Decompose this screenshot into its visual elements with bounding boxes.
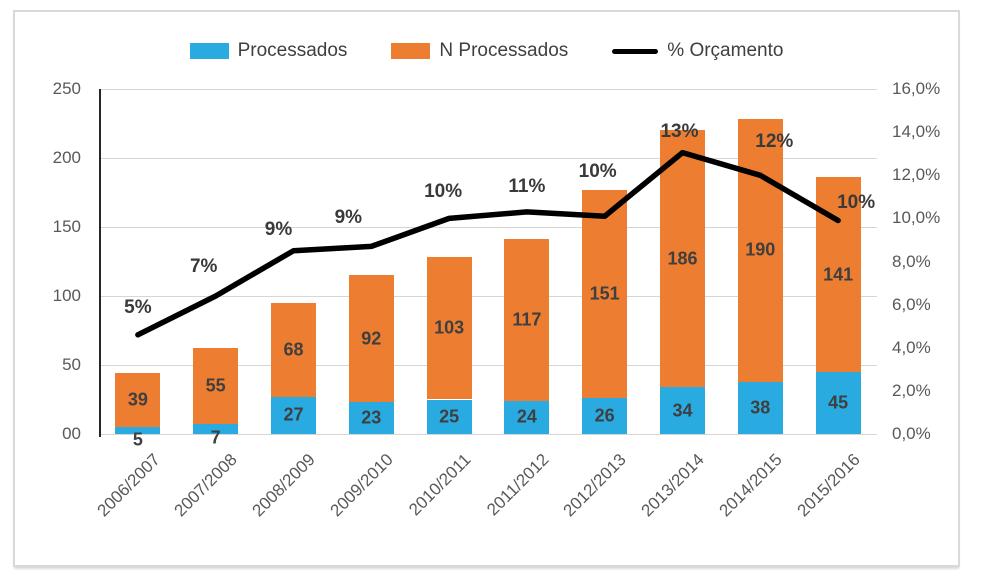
- left-axis-tick-label: 00: [62, 424, 81, 443]
- bar-label-processados: 38: [750, 397, 771, 418]
- right-axis-tick-label: 2,0%: [892, 380, 931, 400]
- bar-segment-processados: [271, 396, 316, 434]
- pct-label: 10%: [424, 181, 463, 203]
- left-axis-tick-label: 200: [52, 148, 81, 167]
- pct-label: 10%: [837, 191, 876, 213]
- pct-label: 12%: [755, 131, 794, 153]
- bar-segment-processados: [815, 371, 861, 434]
- pct-label: 9%: [264, 218, 293, 240]
- bar-segment-processados: [348, 402, 394, 434]
- right-axis-tick-label: 6,0%: [892, 294, 931, 314]
- bar-label-n-processados: 103: [434, 317, 465, 338]
- right-axis-tick-label: 10,0%: [892, 208, 941, 228]
- bar-label-processados: 34: [672, 400, 693, 421]
- gridline: [99, 227, 877, 228]
- right-axis-tick-label: 8,0%: [892, 251, 931, 271]
- bar-label-n-processados: 117: [512, 309, 542, 330]
- orcamento-line: [135, 149, 841, 338]
- right-axis-tick-label: 4,0%: [892, 337, 931, 357]
- legend: Processados N Processados % Orçamento: [15, 40, 958, 62]
- bar-segment-n-processados: [193, 348, 239, 425]
- legend-swatch-orcamento-line: [612, 48, 659, 54]
- bar-segment-n-processados: [660, 130, 705, 388]
- left-axis-tick-label: 50: [62, 355, 81, 374]
- right-axis-tick-label: 0,0%: [892, 424, 931, 443]
- right-axis-tick-label: 14,0%: [892, 122, 941, 142]
- bar-segment-processados: [426, 399, 472, 434]
- bar-label-n-processados: 151: [589, 283, 620, 304]
- bar-label-processados: 26: [594, 405, 615, 426]
- gridline: [99, 296, 877, 297]
- legend-item-orcamento: % Orçamento: [612, 40, 783, 62]
- left-axis-line: [99, 89, 101, 437]
- bar-segment-n-processados: [348, 275, 394, 403]
- pct-label: 10%: [578, 161, 617, 183]
- pct-label: 7%: [189, 256, 218, 277]
- bar-segment-processados: [582, 398, 628, 434]
- bar-label-processados: 25: [439, 406, 460, 427]
- legend-swatch-n-processados: [391, 43, 431, 59]
- gridline: [99, 158, 877, 159]
- bar-segment-n-processados: [115, 373, 161, 428]
- bar-label-n-processados: 39: [127, 389, 148, 410]
- bar-label-n-processados: 141: [823, 264, 854, 285]
- pct-label: 13%: [660, 120, 699, 142]
- bar-label-processados: 23: [361, 407, 382, 428]
- plot-area: 250 200 150 100 50 00 16,0% 14,0% 12,0% 10,0% 8,0%…: [15, 12, 958, 565]
- left-axis-tick-label: 250: [52, 79, 81, 98]
- bar-label-n-processados: 190: [745, 239, 776, 260]
- bar-segment-n-processados: [426, 257, 472, 400]
- right-axis-tick-label: 16,0%: [892, 79, 941, 98]
- pct-label: 5%: [124, 296, 152, 318]
- bar-label-processados: 5: [132, 429, 143, 450]
- bar-segment-n-processados: [582, 189, 628, 399]
- legend-label-n-processados: N Processados: [439, 40, 569, 61]
- bar-label-processados: 7: [210, 427, 221, 448]
- legend-item-processados: Processados: [189, 40, 348, 62]
- left-axis-tick-label: 100: [52, 286, 81, 305]
- legend-item-n-processados: N Processados: [391, 40, 568, 62]
- chart-panel: Processados N Processados % Orçamento 25…: [13, 10, 960, 567]
- gridline: [99, 365, 877, 366]
- bar-label-n-processados: 186: [667, 248, 698, 269]
- bar-segment-processados: [193, 424, 239, 434]
- bar-segment-n-processados: [504, 239, 550, 401]
- legend-label-processados: Processados: [237, 40, 348, 61]
- bar-label-processados: 27: [283, 404, 304, 425]
- gridline: [99, 434, 877, 435]
- bar-label-processados: 45: [828, 392, 849, 413]
- bar-segment-processados: [737, 381, 783, 434]
- pct-label: 9%: [334, 207, 363, 229]
- bar-label-processados: 24: [516, 406, 537, 427]
- bar-label-n-processados: 68: [283, 339, 304, 360]
- bar-segment-n-processados: [271, 302, 316, 397]
- legend-swatch-processados: [189, 43, 229, 59]
- bar-label-n-processados: 92: [361, 328, 382, 349]
- bar-segment-processados: [660, 387, 705, 434]
- pct-label: 11%: [508, 175, 546, 197]
- bar-label-n-processados: 55: [205, 375, 226, 396]
- legend-label-orcamento: % Orçamento: [667, 40, 784, 61]
- gridline: [99, 89, 877, 90]
- bar-segment-n-processados: [737, 119, 783, 382]
- right-axis-tick-label: 12,0%: [892, 165, 941, 185]
- bar-segment-processados: [115, 427, 161, 434]
- bar-segment-processados: [504, 400, 550, 434]
- left-axis-tick-label: 150: [52, 217, 81, 236]
